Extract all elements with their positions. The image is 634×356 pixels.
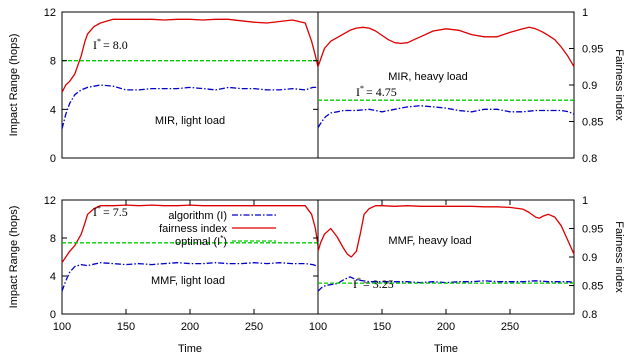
mir_light-istar-sup: *	[97, 37, 101, 46]
mmf_heavy-xtick-label: 200	[437, 321, 455, 333]
bottom-right-ylabel: Fairness index	[613, 221, 625, 293]
mmf_light-ytick-label: 0	[50, 309, 56, 321]
mmf_light-xtick-label: 200	[181, 321, 199, 333]
mmf_heavy-y2tick-label: 1	[582, 195, 588, 207]
mir_heavy-y2tick-label: 1	[582, 7, 588, 19]
mmf_heavy-xtick-label: 100	[309, 321, 327, 333]
mmf_light-ytick-label: 8	[50, 233, 56, 245]
mmf_heavy-xtick-label: 150	[373, 321, 391, 333]
mir_heavy-istar-value: = 4.75	[366, 85, 397, 99]
bottom-left-ylabel: Impact Range (hops)	[8, 206, 20, 309]
right-xlabel: Time	[434, 343, 458, 355]
mir_light-ytick-label: 8	[50, 56, 56, 68]
mir_heavy-annotation: MIR, heavy load	[388, 71, 467, 83]
mmf_heavy-y2tick-label: 0.8	[582, 309, 597, 321]
mmf_heavy-xtick-label: 250	[501, 321, 519, 333]
mir_heavy-istar-sup: *	[360, 84, 364, 93]
mmf_light-ytick-label: 12	[44, 195, 56, 207]
mmf_light-xtick-label: 100	[53, 321, 71, 333]
legend-algorithm-label: algorithm (I)	[168, 210, 227, 222]
legend-fairness-label: fairness index	[159, 223, 227, 235]
legend-optimal-label: optimal (I*)	[175, 234, 227, 248]
mmf_light-xtick-label: 150	[117, 321, 135, 333]
mmf_heavy-istar-sup: *	[357, 276, 361, 285]
left-xlabel: Time	[178, 343, 202, 355]
mmf_heavy-y2tick-label: 0.95	[582, 224, 603, 236]
top-left-ylabel: Impact Range (hops)	[8, 34, 20, 137]
mmf_heavy-istar-value: = 3.25	[363, 277, 394, 291]
top-right-ylabel: Fairness index	[613, 49, 625, 121]
mmf_light-xtick-label: 250	[245, 321, 263, 333]
mmf_heavy-annotation: MMF, heavy load	[388, 235, 471, 247]
mmf_light-istar-sup: *	[97, 204, 101, 213]
legend-optimal-base: optimal (I	[175, 236, 220, 248]
mmf_light-istar-value: = 7.5	[103, 205, 128, 219]
mmf_light-annotation: MMF, light load	[151, 275, 225, 287]
mir_heavy-y2tick-label: 0.9	[582, 80, 597, 92]
mir_heavy-y2tick-label: 0.85	[582, 117, 603, 129]
mir_light-annotation: MIR, light load	[155, 115, 225, 127]
mir_light-istar-value: = 8.0	[103, 38, 128, 52]
mir_light-ytick-label: 0	[50, 153, 56, 165]
mmf_light-ytick-label: 4	[50, 271, 56, 283]
mir_heavy-y2tick-label: 0.8	[582, 153, 597, 165]
mir_light-ytick-label: 4	[50, 104, 56, 116]
legend-optimal-close: )	[223, 236, 227, 248]
mmf_heavy-y2tick-label: 0.85	[582, 281, 603, 293]
mmf_heavy-y2tick-label: 0.9	[582, 252, 597, 264]
mir_light-ytick-label: 12	[44, 7, 56, 19]
mir_heavy-y2tick-label: 0.95	[582, 44, 603, 56]
